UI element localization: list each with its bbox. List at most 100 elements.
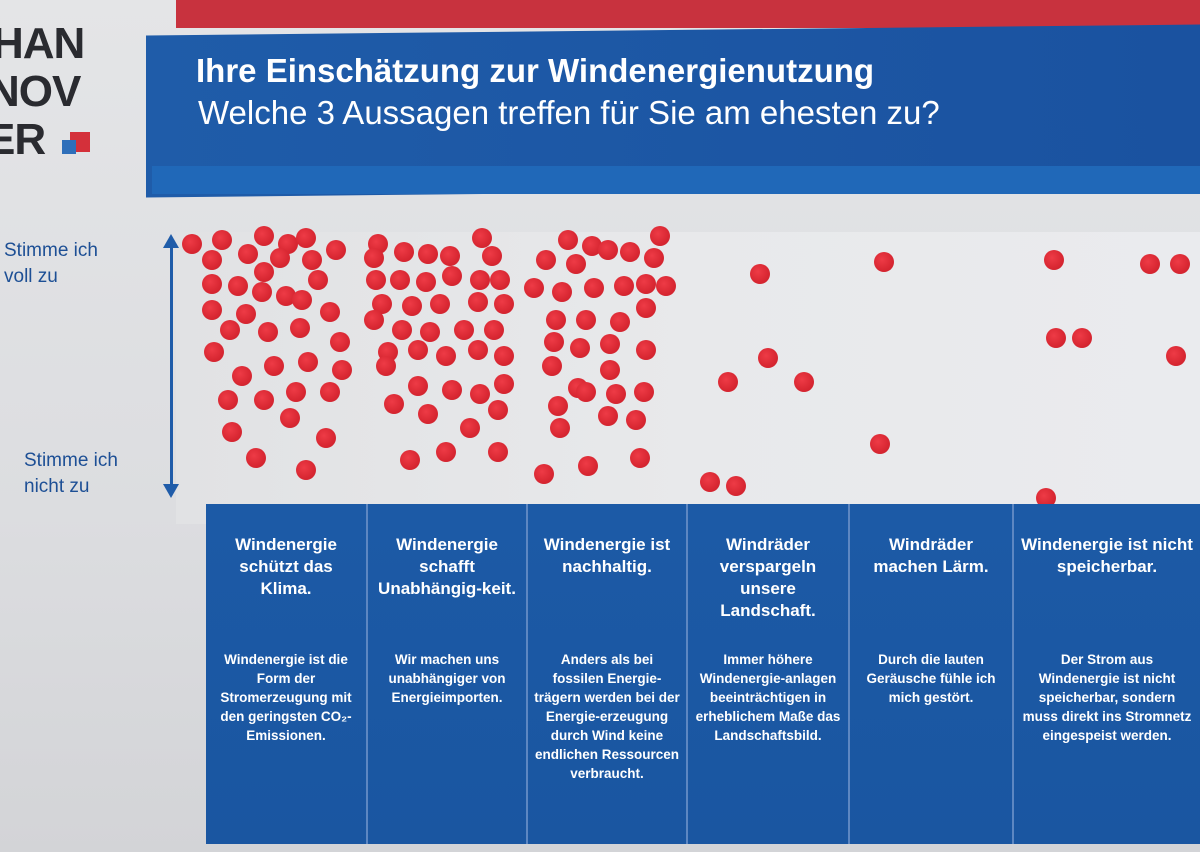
red-sticker-dot xyxy=(490,270,510,290)
red-sticker-dot xyxy=(254,390,274,410)
statement-column-2: Windenergie schafft Unabhängig-keit. Wir… xyxy=(368,504,528,844)
red-sticker-dot xyxy=(254,226,274,246)
red-sticker-dot xyxy=(700,472,720,492)
red-sticker-dot xyxy=(578,456,598,476)
red-sticker-dot xyxy=(566,254,586,274)
red-sticker-dot xyxy=(436,442,456,462)
red-sticker-dot xyxy=(182,234,202,254)
red-sticker-dot xyxy=(402,296,422,316)
red-sticker-dot xyxy=(570,338,590,358)
red-sticker-dot xyxy=(874,252,894,272)
red-sticker-dot xyxy=(472,228,492,248)
red-sticker-dot xyxy=(548,396,568,416)
red-sticker-dot xyxy=(488,400,508,420)
red-sticker-dot xyxy=(1166,346,1186,366)
red-sticker-dot xyxy=(584,278,604,298)
red-sticker-dot xyxy=(582,236,602,256)
red-sticker-dot xyxy=(316,428,336,448)
axis-label-agree-text: Stimme ich voll zu xyxy=(4,240,98,287)
logo-line-2: NOV xyxy=(0,67,81,116)
statement-description: Windenergie ist die Form der Stromerzeug… xyxy=(220,652,352,743)
red-sticker-dot xyxy=(302,250,322,270)
red-sticker-dot xyxy=(610,312,630,332)
statement-column-5: Windräder machen Lärm. Durch die lauten … xyxy=(850,504,1014,844)
red-sticker-dot xyxy=(870,434,890,454)
red-sticker-dot xyxy=(232,366,252,386)
arrow-down-icon xyxy=(163,484,179,498)
statement-title: Windräder machen Lärm. xyxy=(873,535,989,576)
red-sticker-dot xyxy=(308,270,328,290)
red-sticker-dot xyxy=(212,230,232,250)
red-sticker-dot xyxy=(258,322,278,342)
red-sticker-dot xyxy=(364,310,384,330)
red-sticker-dot xyxy=(644,248,664,268)
red-sticker-dot xyxy=(418,404,438,424)
red-sticker-dot xyxy=(218,390,238,410)
red-sticker-dot xyxy=(1140,254,1160,274)
red-sticker-dot xyxy=(202,250,222,270)
red-sticker-dot xyxy=(468,340,488,360)
poster-subtitle: Welche 3 Aussagen treffen für Sie am ehe… xyxy=(198,94,940,131)
red-sticker-dot xyxy=(298,352,318,372)
red-sticker-dot xyxy=(626,410,646,430)
red-sticker-dot xyxy=(292,290,312,310)
dot-voting-board xyxy=(176,232,1200,524)
red-sticker-dot xyxy=(1072,328,1092,348)
statement-title: Windenergie schützt das Klima. xyxy=(235,535,337,598)
red-sticker-dot xyxy=(606,384,626,404)
red-sticker-dot xyxy=(236,304,256,324)
red-sticker-dot xyxy=(546,310,566,330)
red-sticker-dot xyxy=(228,276,248,296)
red-sticker-dot xyxy=(650,226,670,246)
red-sticker-dot xyxy=(330,332,350,352)
statement-description: Wir machen uns unabhängiger von Energiei… xyxy=(388,652,506,705)
red-sticker-dot xyxy=(202,300,222,320)
axis-label-disagree: Stimme ich nicht zu xyxy=(24,448,118,500)
top-red-strip xyxy=(176,0,1200,28)
arrow-up-icon xyxy=(163,234,179,248)
red-sticker-dot xyxy=(718,372,738,392)
red-sticker-dot xyxy=(202,274,222,294)
red-sticker-dot xyxy=(286,382,306,402)
red-sticker-dot xyxy=(280,408,300,428)
red-sticker-dot xyxy=(430,294,450,314)
hannover-logo: HAN NOV ER xyxy=(0,22,100,172)
red-sticker-dot xyxy=(634,382,654,402)
red-sticker-dot xyxy=(420,322,440,342)
red-sticker-dot xyxy=(238,244,258,264)
statement-column-1: Windenergie schützt das Klima. Windenerg… xyxy=(206,504,368,844)
red-sticker-dot xyxy=(494,294,514,314)
red-sticker-dot xyxy=(408,340,428,360)
red-sticker-dot xyxy=(442,266,462,286)
red-sticker-dot xyxy=(364,248,384,268)
red-sticker-dot xyxy=(246,448,266,468)
red-sticker-dot xyxy=(726,476,746,496)
red-sticker-dot xyxy=(276,286,296,306)
statement-title: Windenergie schafft Unabhängig-keit. xyxy=(378,535,516,598)
statement-title: Windräder verspargeln unsere Landschaft. xyxy=(719,535,817,620)
red-sticker-dot xyxy=(416,272,436,292)
red-sticker-dot xyxy=(536,250,556,270)
red-sticker-dot xyxy=(326,240,346,260)
red-sticker-dot xyxy=(392,320,412,340)
red-sticker-dot xyxy=(550,418,570,438)
red-sticker-dot xyxy=(394,242,414,262)
red-sticker-dot xyxy=(598,240,618,260)
red-sticker-dot xyxy=(544,332,564,352)
statement-column-6: Windenergie ist nicht speicherbar. Der S… xyxy=(1014,504,1200,844)
red-sticker-dot xyxy=(576,310,596,330)
red-sticker-dot xyxy=(366,270,386,290)
statement-description: Immer höhere Windenergie-anlagen beeintr… xyxy=(695,652,841,743)
red-sticker-dot xyxy=(598,406,618,426)
red-sticker-dot xyxy=(442,380,462,400)
red-sticker-dot xyxy=(372,294,392,314)
statement-description: Durch die lauten Geräusche fühle ich mic… xyxy=(866,652,996,705)
red-sticker-dot xyxy=(636,340,656,360)
red-sticker-dot xyxy=(470,384,490,404)
statement-description: Anders als bei fossilen Energie-trägern … xyxy=(534,652,680,781)
axis-label-agree: Stimme ich voll zu xyxy=(4,238,98,290)
red-sticker-dot xyxy=(542,356,562,376)
logo-line-1: HAN xyxy=(0,19,85,68)
red-sticker-dot xyxy=(454,320,474,340)
red-sticker-dot xyxy=(468,292,488,312)
